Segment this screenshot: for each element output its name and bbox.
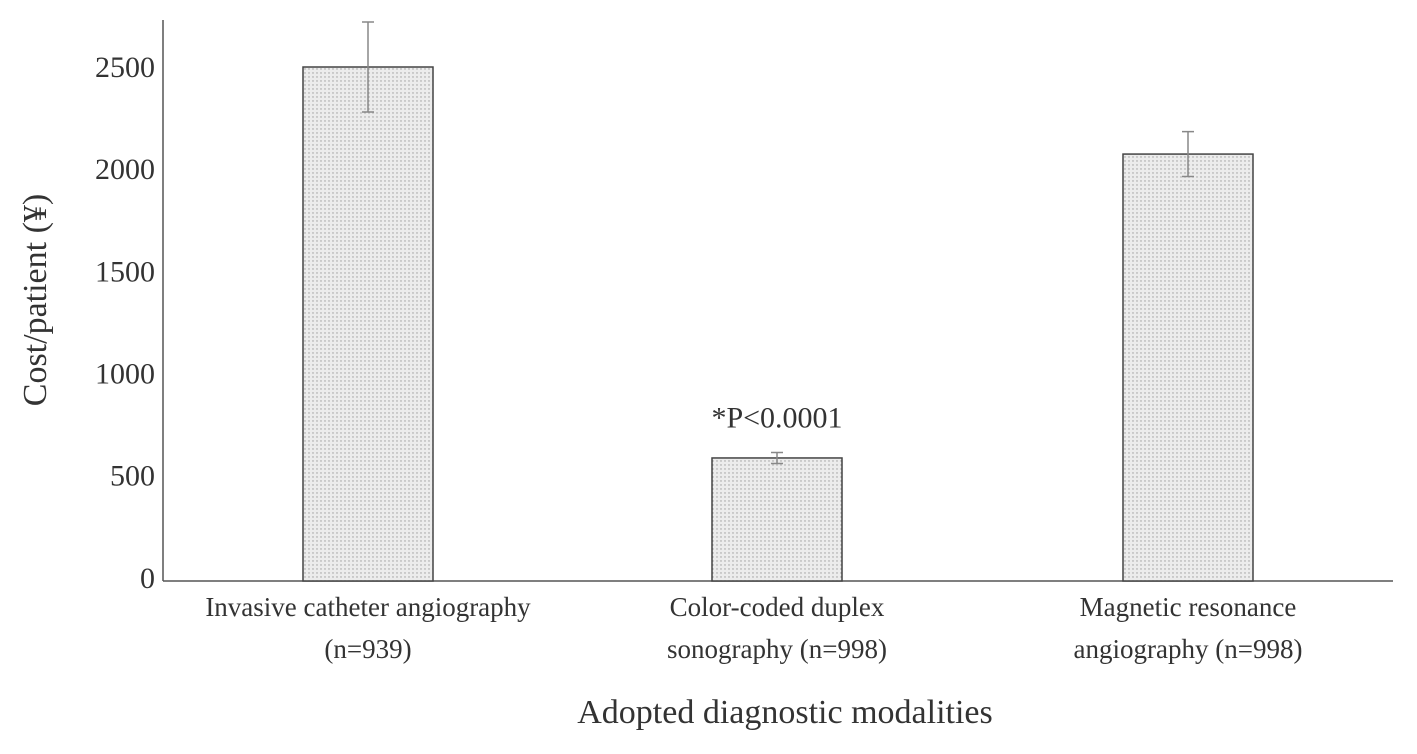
bar	[1122, 153, 1254, 582]
error-bar	[771, 451, 783, 465]
x-tick-label: angiography (n=998)	[1074, 634, 1303, 664]
x-tick-label: Invasive catheter angiography	[205, 592, 531, 622]
y-axis-title: Cost/patient (¥)	[17, 194, 54, 406]
x-axis-title: Adopted diagnostic modalities	[577, 694, 993, 731]
x-tick-label: sonography (n=998)	[667, 634, 887, 664]
annotation: *P<0.0001	[711, 401, 842, 434]
x-tick-label: Magnetic resonance	[1080, 592, 1297, 622]
y-tick-label: 0	[140, 562, 155, 595]
y-tick-label: 2000	[95, 153, 155, 186]
error-bar	[1182, 130, 1194, 178]
x-tick-label: (n=939)	[324, 634, 411, 664]
y-tick-label: 2500	[95, 51, 155, 84]
bar	[302, 66, 434, 582]
y-tick-label: 500	[110, 460, 155, 493]
bar	[711, 457, 843, 582]
x-tick-label: Color-coded duplex	[670, 592, 885, 622]
y-tick-label: 1000	[95, 358, 155, 391]
error-bar	[362, 21, 374, 113]
y-tick-label: 1500	[95, 255, 155, 288]
